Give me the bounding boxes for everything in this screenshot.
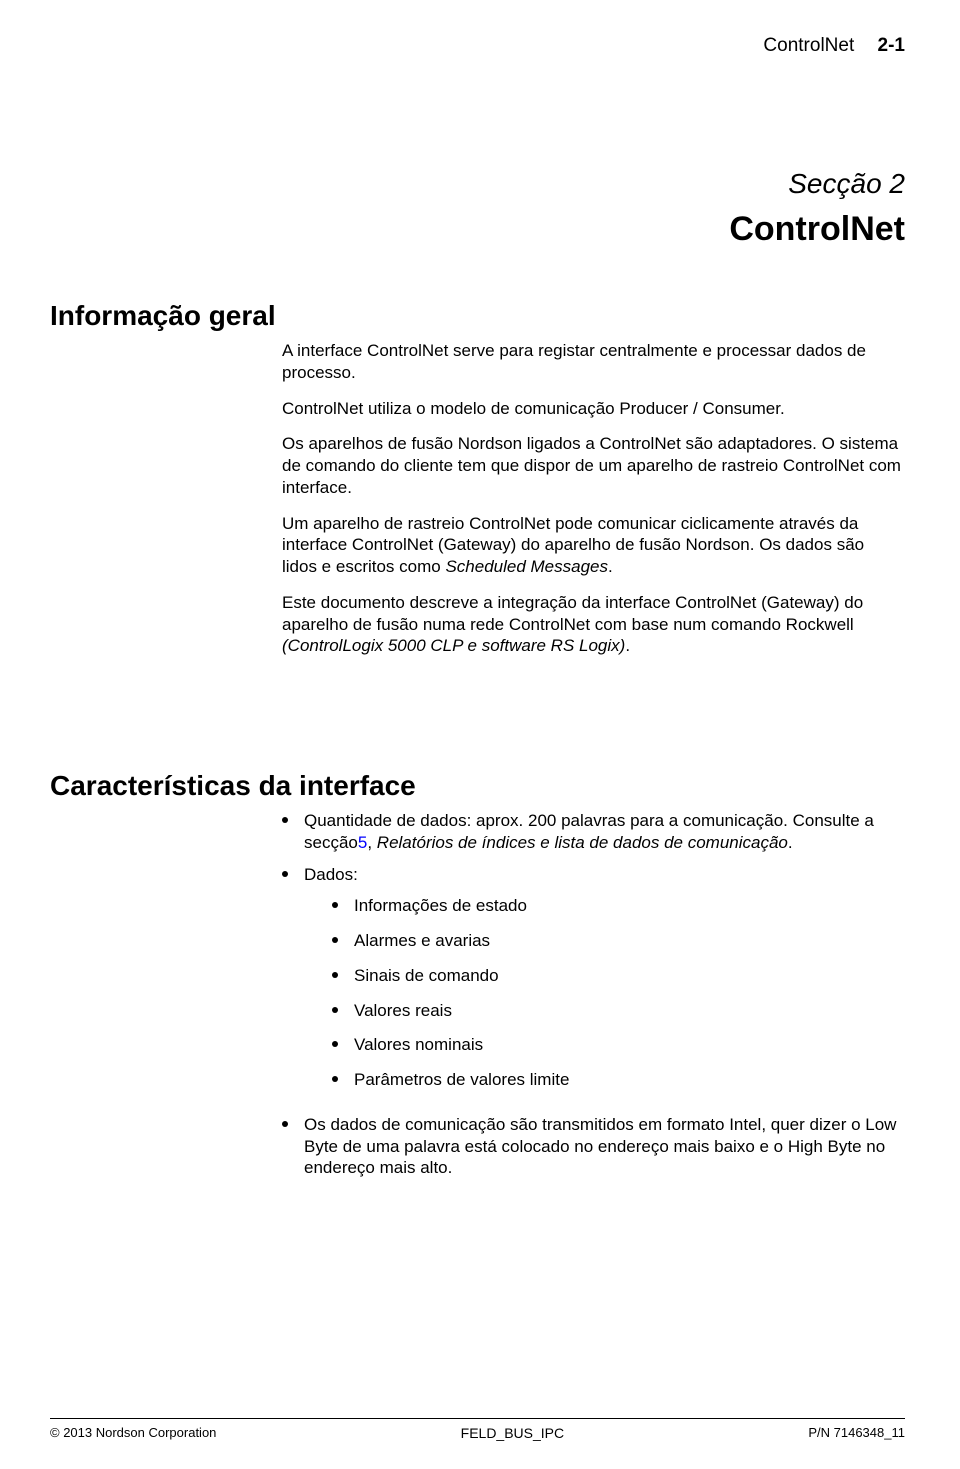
- sub-list: Informações de estado Alarmes e avarias …: [332, 895, 902, 1091]
- sub-text: Alarmes e avarias: [354, 930, 490, 952]
- list-item: Valores reais: [332, 1000, 902, 1022]
- list-item: Sinais de comando: [332, 965, 902, 987]
- info-p5a: Este documento descreve a integração da …: [282, 593, 863, 634]
- footer-part-number: P/N 7146348_11: [808, 1425, 905, 1441]
- info-p5b: (ControlLogix 5000 CLP e software RS Log…: [282, 636, 625, 655]
- info-p2: ControlNet utiliza o modelo de comunicaç…: [282, 398, 902, 420]
- list-item: Informações de estado: [332, 895, 902, 917]
- info-p5: Este documento descreve a integração da …: [282, 592, 902, 657]
- sub-text: Valores reais: [354, 1000, 452, 1022]
- info-body: A interface ControlNet serve para regist…: [282, 340, 902, 657]
- section-link[interactable]: 5: [358, 833, 367, 852]
- bullet-icon: [332, 937, 338, 943]
- bullet-icon: [332, 1007, 338, 1013]
- info-p5c: .: [625, 636, 630, 655]
- info-p4: Um aparelho de rastreio ControlNet pode …: [282, 513, 902, 578]
- section-title: ControlNet: [729, 210, 905, 249]
- chars-list: Quantidade de dados: aprox. 200 palavras…: [282, 810, 902, 1179]
- list-item: Os dados de comunicação são transmitidos…: [282, 1114, 902, 1179]
- info-p3: Os aparelhos de fusão Nordson ligados a …: [282, 433, 902, 498]
- header-title: ControlNet: [763, 35, 854, 56]
- list-item: Valores nominais: [332, 1034, 902, 1056]
- footer-doc-id: FELD_BUS_IPC: [461, 1425, 564, 1441]
- bullet-icon: [282, 817, 288, 823]
- info-p1: A interface ControlNet serve para regist…: [282, 340, 902, 384]
- b1d: .: [788, 833, 793, 852]
- footer-divider: [50, 1418, 905, 1419]
- footer-row: © 2013 Nordson Corporation FELD_BUS_IPC …: [50, 1425, 905, 1441]
- bullet-icon: [332, 972, 338, 978]
- b2: Dados:: [304, 865, 358, 884]
- sub-text: Valores nominais: [354, 1034, 483, 1056]
- list-item: Dados: Informações de estado Alarmes e a…: [282, 864, 902, 1104]
- bullet-icon: [282, 871, 288, 877]
- bullet-icon: [332, 1041, 338, 1047]
- list-item: Parâmetros de valores limite: [332, 1069, 902, 1091]
- list-item: Alarmes e avarias: [332, 930, 902, 952]
- bullet-icon: [282, 1121, 288, 1127]
- page-header: ControlNet 2-1: [763, 35, 905, 57]
- chars-heading: Características da interface: [50, 770, 910, 802]
- info-heading: Informação geral: [50, 300, 910, 332]
- header-page-number: 2-1: [878, 35, 905, 56]
- bullet-icon: [332, 1076, 338, 1082]
- bullet-icon: [332, 902, 338, 908]
- footer-copyright: © 2013 Nordson Corporation: [50, 1425, 216, 1441]
- bullet-text: Os dados de comunicação são transmitidos…: [304, 1114, 902, 1179]
- page-footer: © 2013 Nordson Corporation FELD_BUS_IPC …: [50, 1418, 905, 1441]
- sub-text: Parâmetros de valores limite: [354, 1069, 569, 1091]
- bullet-text: Quantidade de dados: aprox. 200 palavras…: [304, 810, 902, 854]
- info-section: Informação geral A interface ControlNet …: [50, 300, 910, 671]
- info-p4b: Scheduled Messages: [445, 557, 608, 576]
- sub-text: Sinais de comando: [354, 965, 499, 987]
- bullet-text: Dados: Informações de estado Alarmes e a…: [304, 864, 902, 1104]
- b1b: ,: [367, 833, 376, 852]
- characteristics-section: Características da interface Quantidade …: [50, 770, 910, 1189]
- section-number: Secção 2: [788, 168, 905, 200]
- sub-text: Informações de estado: [354, 895, 527, 917]
- list-item: Quantidade de dados: aprox. 200 palavras…: [282, 810, 902, 854]
- b1c: Relatórios de índices e lista de dados d…: [377, 833, 788, 852]
- info-p4c: .: [608, 557, 613, 576]
